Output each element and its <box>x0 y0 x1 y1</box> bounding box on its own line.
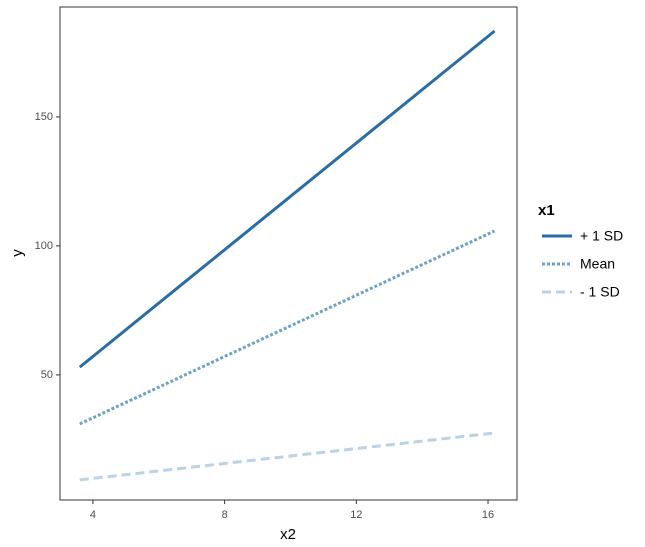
x-tick-label: 4 <box>90 509 96 521</box>
series-line <box>78 29 496 369</box>
x-axis-label: x2 <box>280 526 296 543</box>
series-line <box>79 431 495 482</box>
x-tick-label: 16 <box>482 509 494 521</box>
series-line <box>79 229 496 426</box>
legend-title: x1 <box>538 202 555 219</box>
legend-label: Mean <box>580 256 615 272</box>
x-tick-label: 12 <box>350 509 362 521</box>
legend-label: + 1 SD <box>580 228 623 244</box>
y-tick-label: 50 <box>41 369 53 381</box>
y-tick-label: 150 <box>35 111 53 123</box>
panel-border <box>59 6 518 501</box>
y-tick-label: 100 <box>35 240 53 252</box>
legend-label: - 1 SD <box>580 284 620 300</box>
y-axis-label: y <box>9 249 26 257</box>
x-tick-label: 8 <box>222 509 228 521</box>
